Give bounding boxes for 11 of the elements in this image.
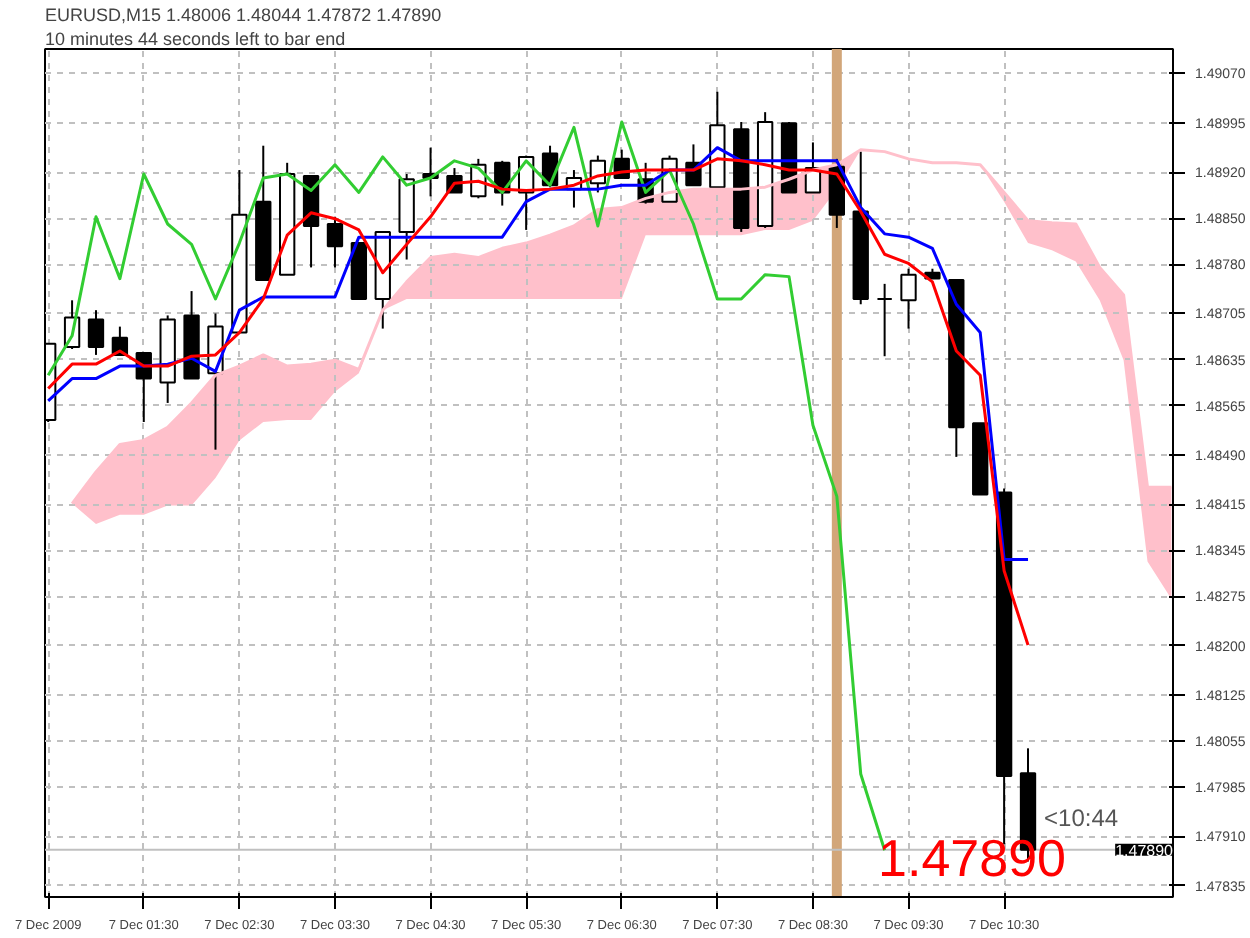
annotation: 1.47890	[878, 827, 1066, 888]
line-series	[46, 157, 1030, 647]
candlestick	[876, 282, 893, 358]
candlestick	[326, 215, 344, 269]
line-series	[46, 146, 1030, 562]
candlestick	[87, 309, 105, 356]
annotation: <10:44	[1044, 804, 1119, 833]
ref-line-label: 1.47890	[1115, 841, 1175, 860]
chart-title: EURUSD,M15 1.48006 1.48044 1.47872 1.47890	[45, 5, 442, 25]
chart-subtitle: 10 minutes 44 seconds left to bar end	[45, 29, 346, 49]
candlestick	[900, 267, 917, 330]
